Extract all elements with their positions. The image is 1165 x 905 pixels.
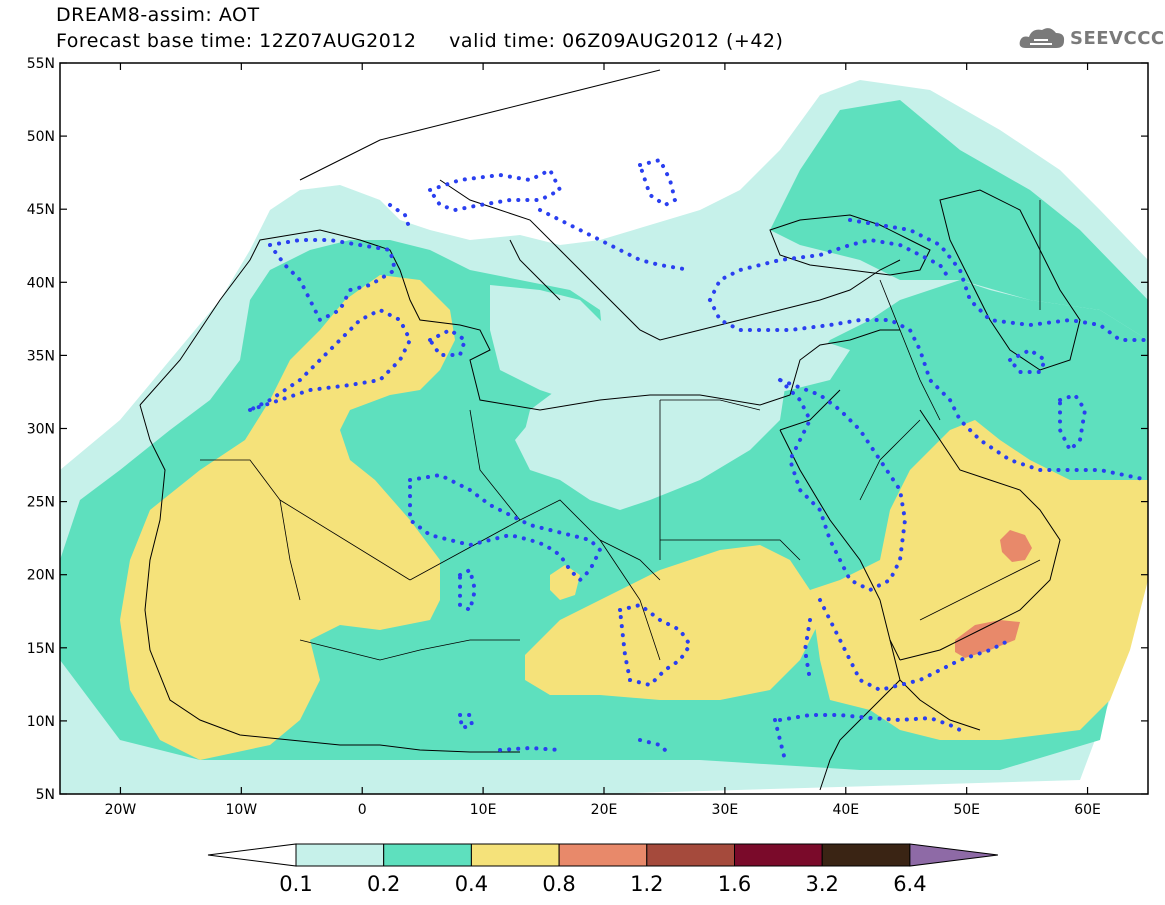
- lat-label: 35N: [27, 348, 55, 364]
- seevccc-logo: SEEVCCC: [1016, 22, 1164, 58]
- colorbar-swatch: [646, 843, 735, 867]
- colorbar-swatch: [470, 843, 560, 867]
- forecast-time-label: Forecast base time: 12Z07AUG2012 valid t…: [56, 30, 784, 52]
- lat-label: 45N: [27, 202, 55, 218]
- lon-label: 30E: [712, 802, 739, 818]
- colorbar-swatch: [295, 843, 385, 867]
- lat-label: 50N: [27, 129, 55, 145]
- lat-label: 20N: [27, 568, 55, 584]
- lon-label: 50E: [953, 802, 980, 818]
- colorbar-label: 0.1: [279, 872, 313, 896]
- lat-label: 40N: [27, 275, 55, 291]
- lon-label: 60E: [1074, 802, 1101, 818]
- aot-band-0-4-central: [525, 545, 820, 700]
- lon-label: 20W: [105, 802, 137, 818]
- lat-label: 25N: [27, 495, 55, 511]
- aot-band-0-8-yemen: [955, 620, 1020, 658]
- colorbar-label: 0.2: [366, 872, 401, 896]
- colorbar-label: 1.6: [717, 872, 752, 896]
- map-title: DREAM8-assim: AOT: [56, 4, 260, 26]
- lat-label: 55N: [27, 56, 55, 72]
- lon-label: 40E: [832, 802, 859, 818]
- colorbar-label: 1.2: [630, 872, 664, 896]
- logo-text: SEEVCCC: [1070, 28, 1165, 49]
- coastlines: [139, 69, 1081, 791]
- colorbar-swatch: [383, 843, 472, 867]
- aot-band-0-8-oman: [1000, 530, 1032, 562]
- lat-label: 10N: [27, 714, 55, 730]
- aot-field: [60, 63, 1148, 794]
- lon-label: 0: [358, 802, 367, 818]
- lon-label: 20E: [591, 802, 618, 818]
- colorbar-swatch: [558, 843, 648, 867]
- lat-label: 15N: [27, 641, 55, 657]
- colorbar-label: 3.2: [805, 872, 839, 896]
- lat-label: 5N: [36, 787, 55, 803]
- colorbar-label: 0.4: [454, 872, 489, 896]
- lon-label: 10W: [225, 802, 257, 818]
- colorbar-max-arrow: [909, 843, 998, 867]
- cloud-icon: [1019, 28, 1065, 48]
- lat-label: 30N: [27, 422, 55, 438]
- colorbar-label: 6.4: [893, 872, 927, 896]
- aot-band-0-1-med: [490, 285, 850, 420]
- aot-band-0-2-north: [770, 100, 1148, 340]
- colorbar-swatch: [734, 843, 823, 867]
- lon-axis: 20W 10W 0 10E 20E 30E 40E 50E 60E: [105, 63, 1101, 818]
- colorbar-min-arrow: [207, 843, 297, 867]
- colorbar: [207, 843, 998, 867]
- colorbar-label: 0.8: [542, 872, 576, 896]
- colorbar-swatch: [821, 843, 911, 867]
- dotted-contours: [249, 157, 1148, 762]
- lon-label: 10E: [470, 802, 497, 818]
- aot-band-0-4-west: [120, 275, 455, 760]
- country-borders: [200, 200, 1041, 661]
- lat-axis: 55N 50N 45N 40N 35N 30N 25N 20N 15N 10N 5N: [27, 56, 1148, 803]
